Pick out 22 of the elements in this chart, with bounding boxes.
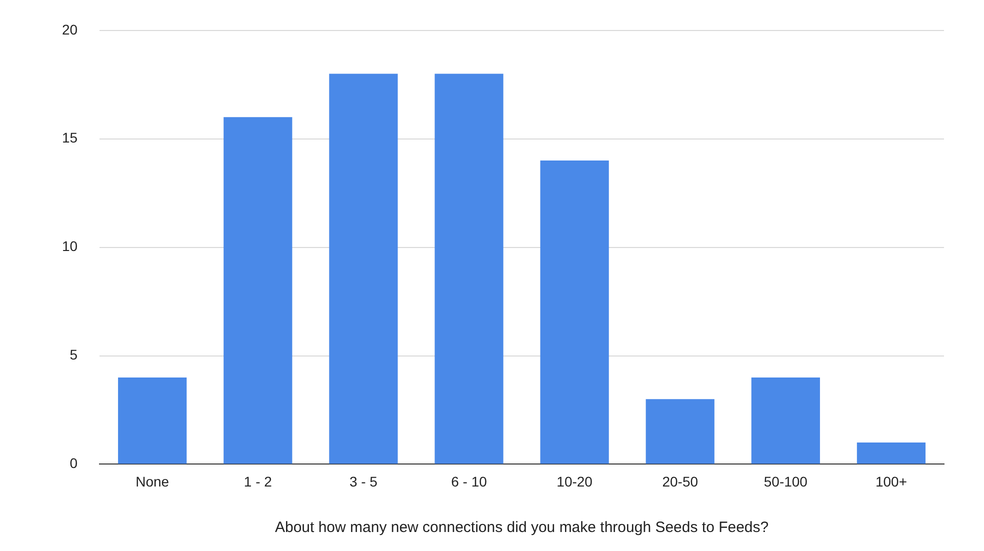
y-tick-label: 15 <box>62 130 78 146</box>
x-tick-label: 50-100 <box>764 473 808 490</box>
x-tick-label: 6 - 10 <box>451 473 488 490</box>
y-tick-label: 0 <box>70 455 78 472</box>
x-axis-title: About how many new connections did you make through Seeds to Feeds? <box>274 519 769 536</box>
bar <box>118 377 187 464</box>
x-tick-label: 10-20 <box>556 473 593 490</box>
x-tick-label: 1 - 2 <box>244 473 272 490</box>
bar <box>646 399 714 464</box>
y-tick-label: 20 <box>62 21 78 38</box>
bar <box>224 117 292 464</box>
x-tick-label: 3 - 5 <box>349 473 378 490</box>
y-tick-label: 5 <box>70 346 78 363</box>
x-tick-label: None <box>136 473 170 490</box>
bar <box>751 377 820 464</box>
x-tick-label: 100+ <box>875 473 907 490</box>
bar <box>540 160 609 464</box>
bar <box>434 74 504 464</box>
bar <box>329 74 398 464</box>
y-tick-label: 10 <box>62 238 78 254</box>
bar <box>856 442 926 464</box>
x-tick-label: 20-50 <box>662 473 698 490</box>
